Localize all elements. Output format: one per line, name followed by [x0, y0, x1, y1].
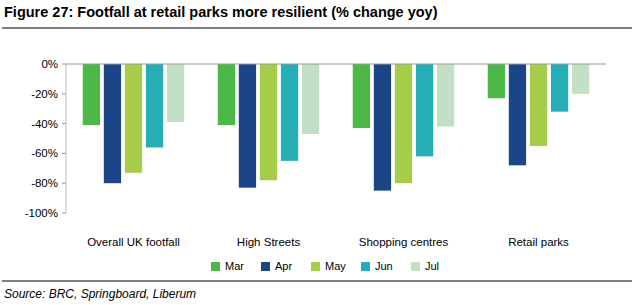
- chart: Figure 27: Footfall at retail parks more…: [0, 0, 634, 305]
- x-tick-label: Overall UK footfall: [87, 236, 180, 248]
- legend-swatch: [411, 262, 420, 271]
- y-tick: [62, 93, 66, 94]
- y-tick-label: 0%: [41, 58, 58, 70]
- bar: [125, 64, 142, 173]
- y-tick: [62, 153, 66, 154]
- y-tick: [62, 183, 66, 184]
- x-tick-label: Retail parks: [508, 236, 569, 248]
- bar: [167, 64, 184, 122]
- bar: [572, 64, 589, 94]
- bar: [281, 64, 298, 161]
- legend-swatch: [311, 262, 320, 271]
- y-tick-label: -80%: [31, 177, 58, 189]
- y-tick-label: -100%: [25, 207, 58, 219]
- legend-swatch: [261, 262, 270, 271]
- legend-label: Apr: [275, 260, 292, 272]
- source-rule: [2, 281, 632, 282]
- bar: [530, 64, 547, 146]
- legend-label: Jul: [425, 260, 439, 272]
- bar: [374, 64, 391, 191]
- y-tick-label: -40%: [31, 118, 58, 130]
- legend-label: Mar: [225, 260, 244, 272]
- x-axis: [66, 64, 606, 65]
- legend-swatch: [361, 262, 370, 271]
- bar: [239, 64, 256, 188]
- x-tick-label: High Streets: [237, 236, 301, 248]
- bar: [146, 64, 163, 147]
- y-tick: [62, 123, 66, 124]
- y-tick: [62, 213, 66, 214]
- y-tick-label: -20%: [31, 88, 58, 100]
- bar: [488, 64, 505, 98]
- bar: [509, 64, 526, 165]
- legend-label: Jun: [375, 260, 393, 272]
- bars: [83, 64, 590, 191]
- bar: [302, 64, 319, 134]
- title-rule: [2, 28, 632, 29]
- bar: [218, 64, 235, 125]
- bar: [104, 64, 121, 183]
- y-axis: [66, 64, 67, 213]
- bar: [416, 64, 433, 156]
- y-tick: [62, 64, 66, 65]
- bar: [83, 64, 100, 125]
- bar: [395, 64, 412, 183]
- x-tick-label: Shopping centres: [359, 236, 449, 248]
- bar: [353, 64, 370, 128]
- legend-swatch: [211, 262, 220, 271]
- bar: [437, 64, 454, 127]
- title: Figure 27: Footfall at retail parks more…: [4, 4, 438, 20]
- y-tick-label: -60%: [31, 147, 58, 159]
- source: Source: BRC, Springboard, Liberum: [4, 287, 196, 301]
- legend-label: May: [325, 260, 346, 272]
- bar: [260, 64, 277, 180]
- bar: [551, 64, 568, 112]
